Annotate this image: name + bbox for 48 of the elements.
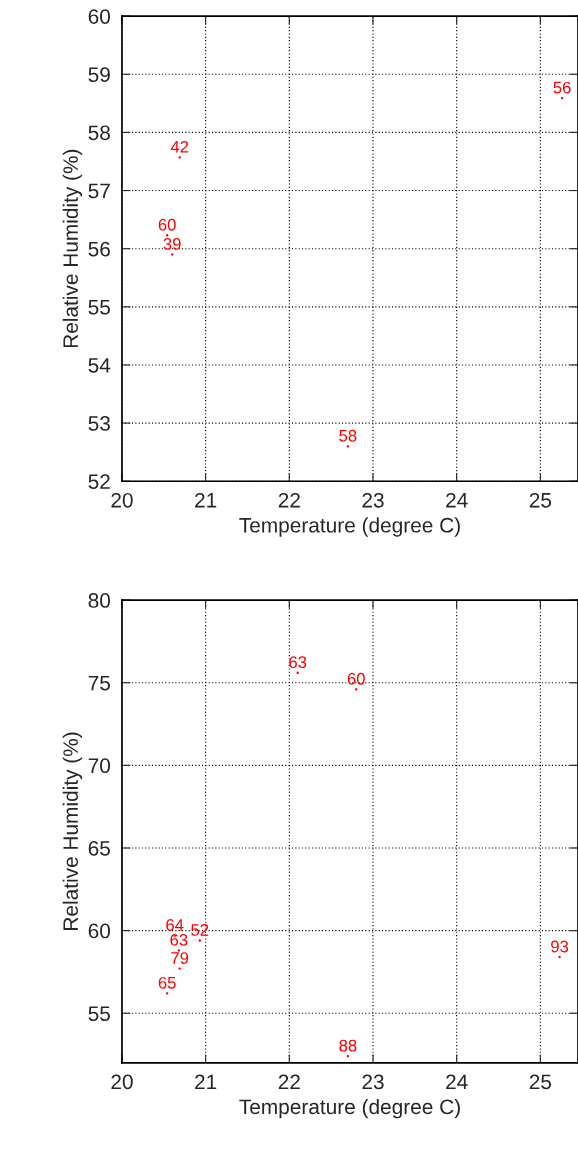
x-tick-label: 20 <box>111 1074 133 1090</box>
x-axis-title: Temperature (degree C) <box>239 1098 460 1119</box>
x-tick-label: 21 <box>195 492 217 508</box>
annotation: 60 <box>158 218 176 231</box>
y-tick-label: 60 <box>88 923 111 939</box>
y-tick-label: 80 <box>88 593 111 608</box>
y-tick-label: 54 <box>88 358 111 373</box>
annotation: 60 <box>347 672 365 685</box>
y-tick-label: 60 <box>88 9 111 24</box>
annotation: 52 <box>191 924 209 936</box>
y-tick-label: 55 <box>88 1006 110 1022</box>
y-tick-label: 75 <box>88 675 110 691</box>
y-tick-label: 55 <box>88 300 110 315</box>
y-tick-label: 70 <box>88 758 111 774</box>
x-tick-label: 23 <box>362 492 384 508</box>
y-tick-label: 57 <box>88 183 110 199</box>
annotation: 39 <box>163 238 181 250</box>
x-tick-label: 25 <box>529 1074 552 1090</box>
annotation: 65 <box>158 976 176 989</box>
y-tick-label: 59 <box>88 67 110 83</box>
annotation: 93 <box>551 940 569 953</box>
x-tick-label: 22 <box>278 1074 300 1090</box>
y-tick-label: 58 <box>88 125 110 141</box>
y-tick-label: 52 <box>88 474 110 489</box>
annotation: 56 <box>553 81 571 94</box>
annotation: 64 <box>166 919 184 931</box>
x-tick-label: 24 <box>446 1074 468 1090</box>
y-axis-title: Relative Humidity (%) <box>62 732 83 930</box>
x-tick-label: 21 <box>195 1074 217 1090</box>
annotation: 79 <box>171 952 189 964</box>
annotation: 58 <box>339 429 357 442</box>
point <box>177 949 181 952</box>
y-tick-label: 56 <box>88 241 110 257</box>
annotation: 88 <box>339 1039 357 1052</box>
annotation: 63 <box>289 656 307 669</box>
point <box>558 955 561 959</box>
annotation: 63 <box>170 933 188 946</box>
y-axis-title: Relative Humidity (%) <box>62 149 83 348</box>
x-tick-label: 22 <box>278 492 300 508</box>
x-tick-label: 20 <box>111 492 133 508</box>
x-axis-title: Temperature (degree C) <box>239 517 460 537</box>
x-tick-label: 24 <box>446 492 468 508</box>
annotation: 42 <box>170 140 189 153</box>
y-tick-label: 65 <box>88 840 110 856</box>
point <box>165 992 169 995</box>
y-tick-label: 53 <box>88 416 110 431</box>
x-tick-label: 25 <box>529 492 552 508</box>
x-tick-label: 23 <box>362 1074 384 1090</box>
